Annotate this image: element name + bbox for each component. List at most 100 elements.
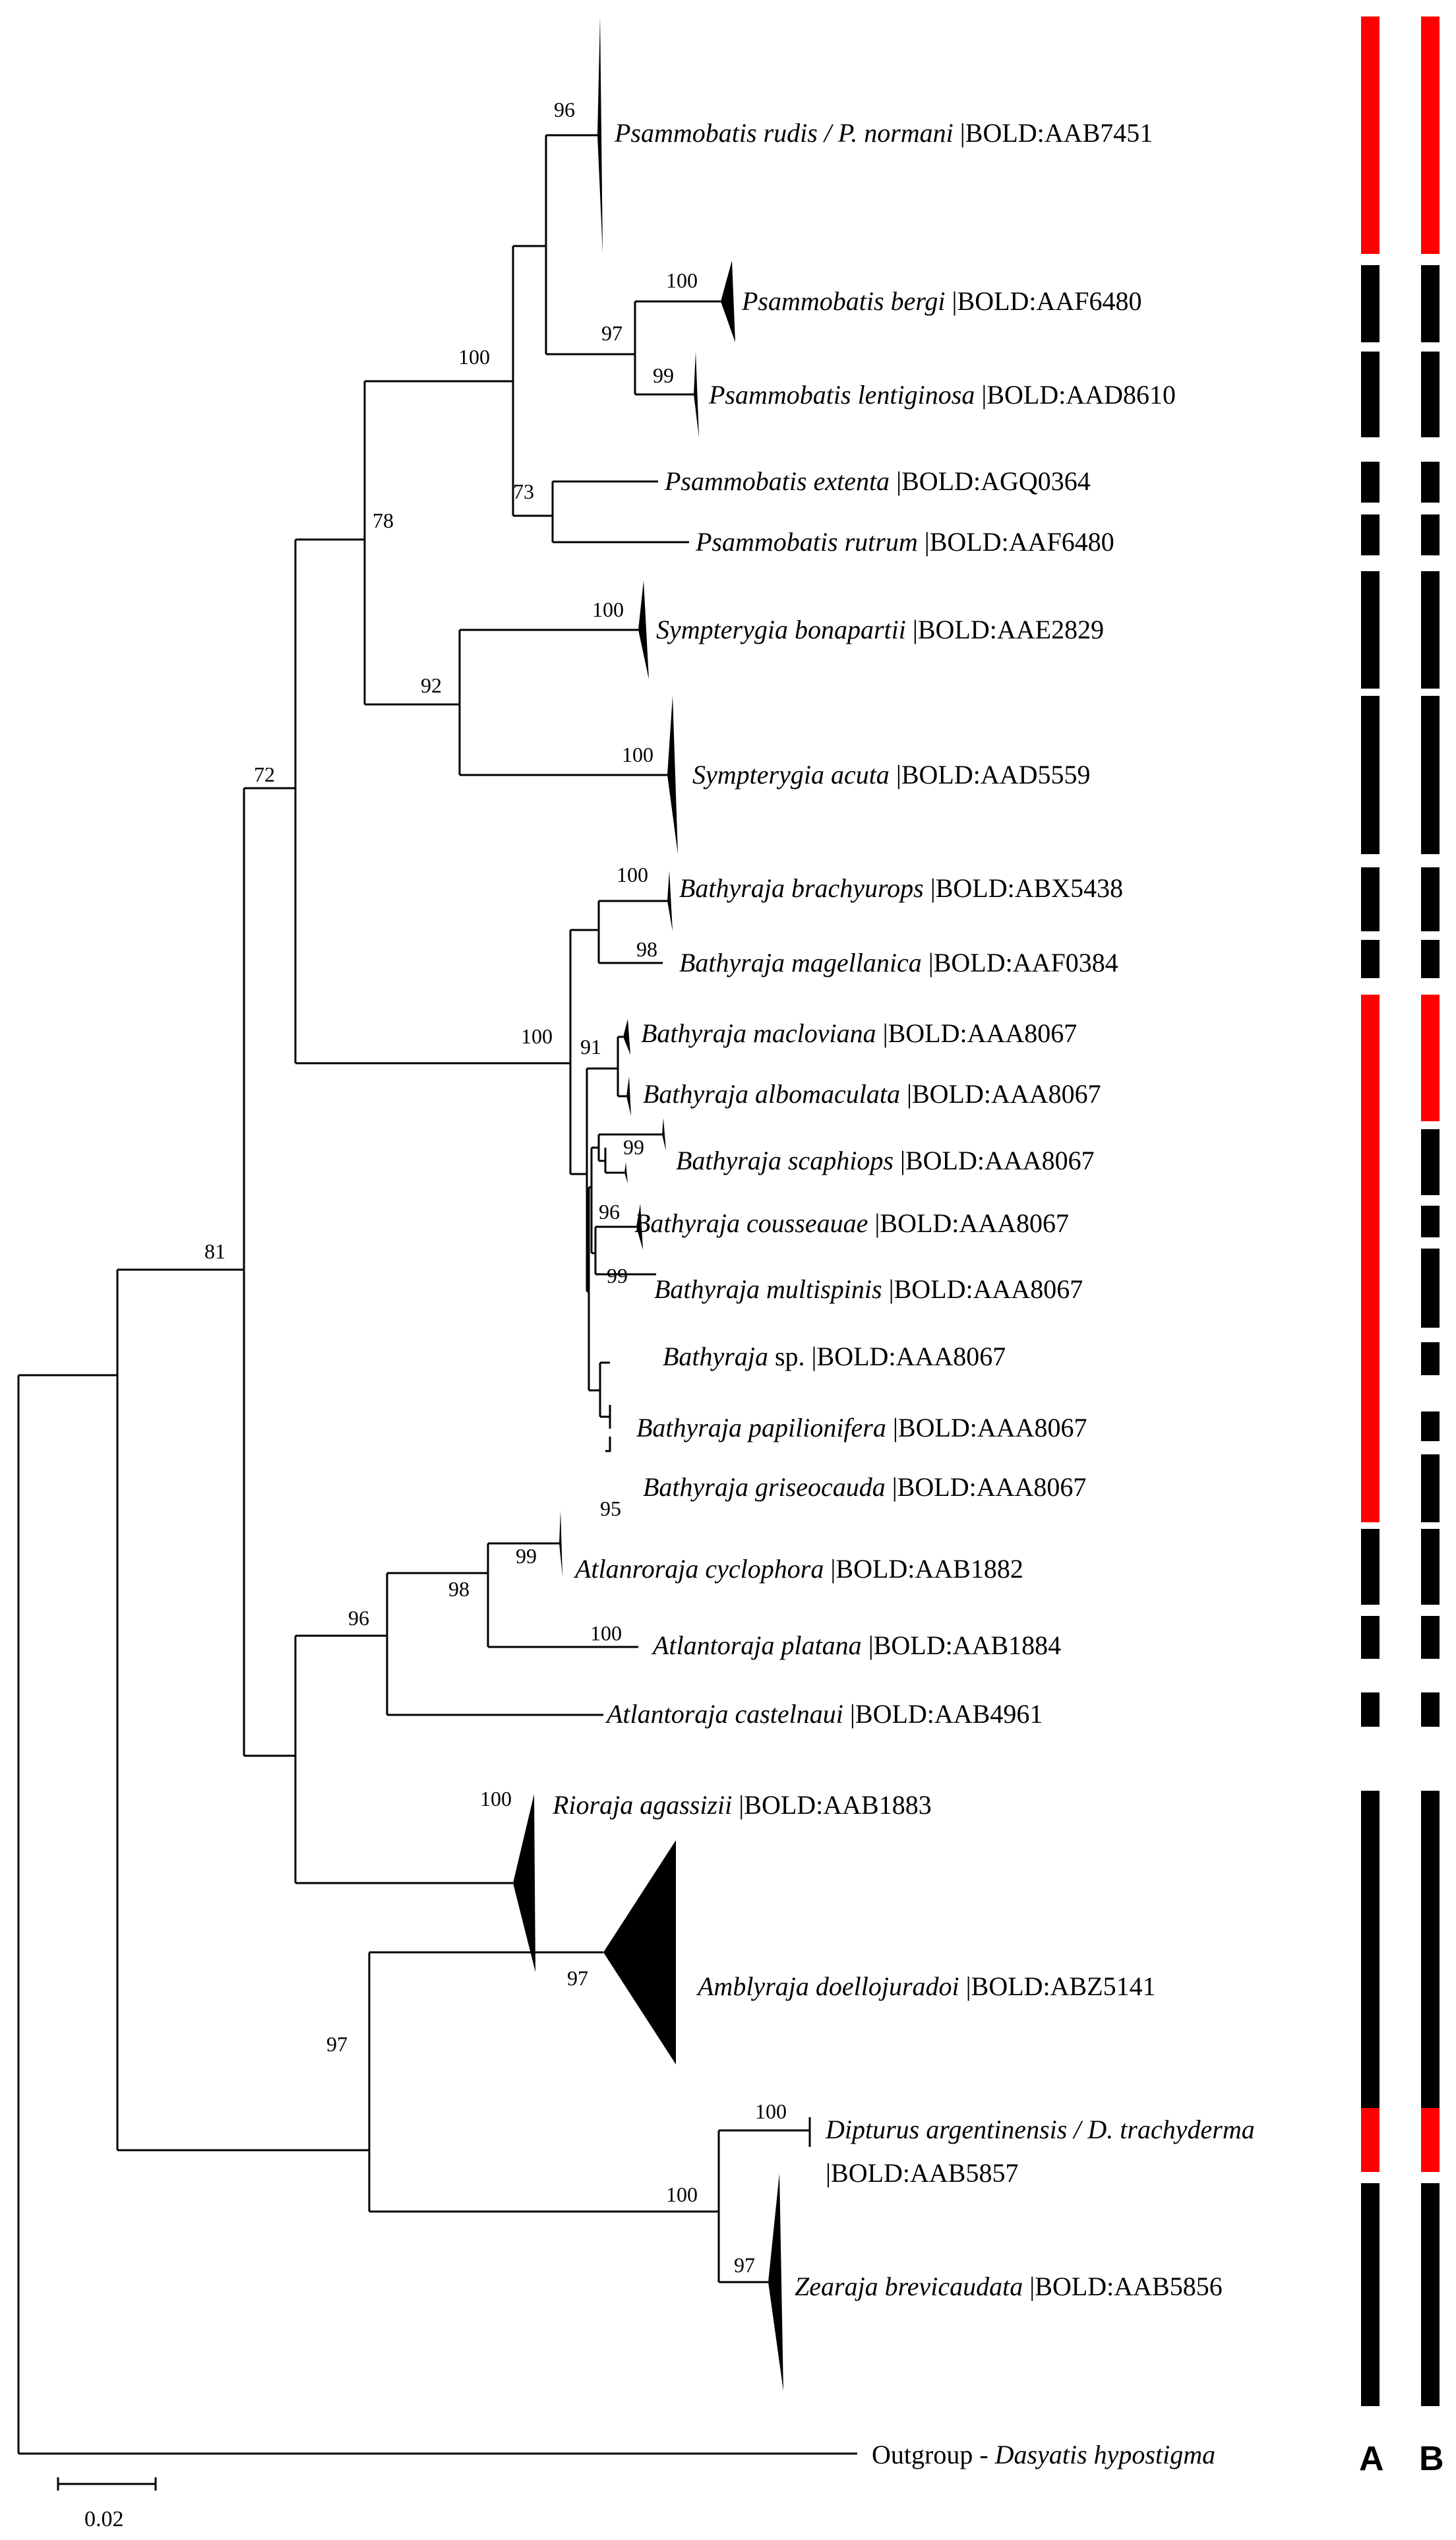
branch — [386, 1572, 603, 1716]
column-b-bar — [1421, 265, 1440, 342]
clade-triangle — [559, 1510, 562, 1576]
column-b-bar — [1421, 867, 1440, 931]
tip-label: Bathyraja multispinis |BOLD:AAA8067 — [654, 1274, 1083, 1304]
clade-triangle — [623, 1019, 630, 1055]
delimitation-column-a — [1361, 16, 1380, 2406]
clade-triangle — [667, 871, 673, 931]
tip-label: Bathyraja magellanica |BOLD:AAF0384 — [679, 948, 1118, 977]
support-value: 100 — [480, 1787, 512, 1811]
column-b-bar — [1421, 940, 1440, 978]
tip-label: |BOLD:AAB5857 — [826, 2158, 1018, 2188]
branch — [597, 1133, 662, 1162]
column-b-bar — [1421, 1616, 1440, 1659]
tip-label: Bathyraja papilionifera |BOLD:AAA8067 — [636, 1413, 1087, 1442]
scale-bar-label: 0.02 — [84, 2507, 124, 2531]
support-value: 99 — [653, 363, 674, 387]
support-value: 99 — [516, 1544, 537, 1568]
column-a-bar — [1361, 995, 1380, 1522]
branch — [551, 480, 689, 543]
tip-label: Psammobatis lentiginosa |BOLD:AAD8610 — [708, 380, 1176, 410]
branch — [17, 1374, 857, 2455]
column-a-bar — [1361, 2108, 1380, 2172]
column-b-bar — [1421, 16, 1440, 254]
branch — [599, 1361, 610, 1418]
column-a-bar — [1361, 867, 1380, 931]
branch — [569, 929, 599, 1175]
branch — [717, 2129, 810, 2283]
clade-triangle — [513, 1794, 535, 1972]
tip-labels: Psammobatis rudis / P. normani |BOLD:AAB… — [552, 118, 1255, 2469]
column-a-bar — [1361, 696, 1380, 854]
branch — [368, 1951, 719, 2213]
support-value: 73 — [513, 480, 534, 503]
tip-label: Amblyraja doellojuradoi |BOLD:ABZ5141 — [696, 1971, 1156, 2001]
column-a-bar — [1361, 265, 1380, 342]
column-a-bar — [1361, 940, 1380, 978]
support-value: 97 — [326, 2032, 348, 2056]
column-b-bar — [1421, 2108, 1440, 2172]
tip-label: Bathyraja griseocauda |BOLD:AAA8067 — [643, 1472, 1086, 1502]
column-b-bar — [1421, 571, 1440, 689]
branch — [243, 787, 295, 1757]
clade-triangle — [626, 1076, 631, 1116]
column-b-bar — [1421, 1454, 1440, 1522]
branch — [604, 1148, 624, 1174]
support-value: 100 — [521, 1024, 553, 1048]
support-value: 100 — [755, 2099, 787, 2123]
column-b-bar — [1421, 1342, 1440, 1375]
support-value: 92 — [421, 673, 442, 697]
support-value: 100 — [622, 743, 653, 766]
column-a-bar — [1361, 462, 1380, 503]
support-value: 97 — [734, 2253, 755, 2277]
support-value: 100 — [666, 268, 698, 292]
tip-label: Psammobatis rutrum |BOLD:AAF6480 — [695, 527, 1114, 557]
support-value: 98 — [448, 1577, 470, 1601]
support-value: 78 — [373, 509, 394, 532]
support-value: 96 — [599, 1200, 620, 1224]
support-value: 81 — [204, 1239, 226, 1263]
tip-label: Rioraja agassizii |BOLD:AAB1883 — [552, 1790, 932, 1820]
support-value: 72 — [254, 762, 275, 786]
column-a-bar — [1361, 514, 1380, 555]
tip-label: Bathyraja sp. |BOLD:AAA8067 — [663, 1342, 1006, 1371]
branch — [116, 1268, 369, 2152]
branch — [363, 380, 513, 706]
delimitation-column-b — [1421, 16, 1440, 2406]
tip-label: Sympterygia bonapartii |BOLD:AAE2829 — [656, 615, 1104, 644]
support-value: 100 — [666, 2183, 698, 2206]
branch — [294, 538, 570, 1065]
column-b-bar — [1421, 1791, 1440, 2146]
support-value: 100 — [592, 598, 624, 621]
column-a-label: A — [1359, 2440, 1384, 2478]
column-b-bar — [1421, 514, 1440, 555]
scale-bar: 0.02 — [57, 2477, 157, 2531]
branch — [597, 900, 667, 964]
support-value: 98 — [636, 937, 657, 961]
branch — [458, 629, 667, 776]
tip-label: Dipturus argentinensis / D. trachyderma — [825, 2115, 1255, 2144]
support-value: 99 — [607, 1264, 628, 1287]
column-b-bar — [1421, 1692, 1440, 1727]
column-b-bar — [1421, 352, 1440, 437]
clade-triangle — [636, 1204, 643, 1250]
clade-triangle — [603, 1840, 676, 2064]
tip-label: Bathyraja macloviana |BOLD:AAA8067 — [641, 1018, 1077, 1048]
clade-triangle — [624, 1162, 628, 1183]
support-value: 95 — [600, 1497, 621, 1520]
support-value: 96 — [348, 1606, 369, 1630]
column-b-bar — [1421, 1249, 1440, 1328]
column-b-label: B — [1419, 2440, 1444, 2478]
column-a-bar — [1361, 2183, 1380, 2406]
clade-triangle — [694, 352, 699, 437]
tip-label: Bathyraja albomaculata |BOLD:AAA8067 — [643, 1079, 1101, 1109]
support-value: 91 — [580, 1035, 601, 1059]
tip-label: Bathyraja cousseauae |BOLD:AAA8067 — [634, 1208, 1069, 1238]
column-a-bar — [1361, 1692, 1380, 1727]
column-b-bar — [1421, 1529, 1440, 1605]
support-value: 100 — [458, 345, 490, 369]
tip-label: Sympterygia acuta |BOLD:AAD5559 — [692, 760, 1090, 790]
branch — [605, 1437, 611, 1452]
clade-triangle — [638, 580, 649, 679]
tree-branches — [17, 134, 857, 2455]
